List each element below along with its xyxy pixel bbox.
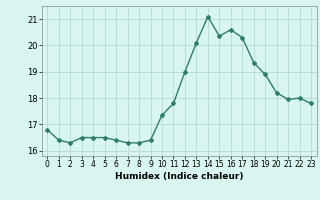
X-axis label: Humidex (Indice chaleur): Humidex (Indice chaleur) <box>115 172 244 181</box>
